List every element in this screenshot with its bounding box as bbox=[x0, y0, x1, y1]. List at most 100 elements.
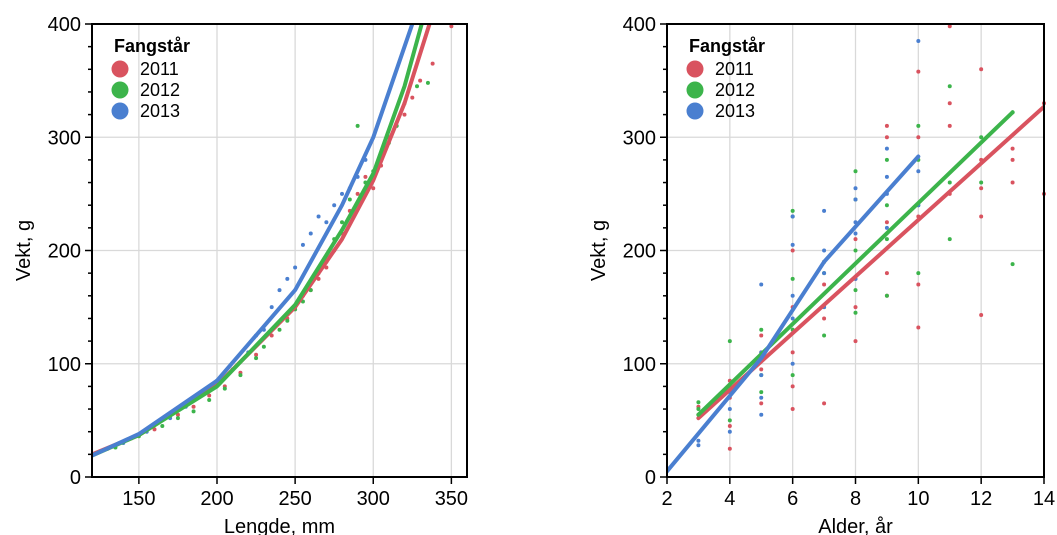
data-point-2011 bbox=[853, 237, 858, 242]
data-point-2013 bbox=[285, 276, 290, 281]
data-point-2011 bbox=[759, 367, 764, 372]
data-point-2012 bbox=[347, 197, 352, 202]
data-point-2013 bbox=[853, 186, 858, 191]
y-tick-label: 0 bbox=[645, 467, 656, 489]
data-point-2012 bbox=[759, 390, 764, 395]
data-point-2012 bbox=[425, 80, 430, 85]
x-tick-label: 350 bbox=[435, 488, 468, 510]
fit-line-2012 bbox=[696, 110, 1015, 417]
y-tick-label: 0 bbox=[70, 467, 81, 489]
data-point-2013 bbox=[884, 174, 889, 179]
data-point-2011 bbox=[727, 424, 732, 429]
data-point-2013 bbox=[316, 214, 321, 219]
data-point-2011 bbox=[727, 446, 732, 451]
data-point-2011 bbox=[790, 248, 795, 253]
data-point-2012 bbox=[822, 333, 827, 338]
data-point-2012 bbox=[947, 84, 952, 89]
data-point-2011 bbox=[152, 427, 157, 432]
data-point-2012 bbox=[916, 271, 921, 276]
data-point-2011 bbox=[1010, 146, 1015, 151]
data-point-2011 bbox=[979, 67, 984, 72]
data-point-2012 bbox=[1010, 262, 1015, 267]
chart-2: 2 4 6 8 10 12 14 0 100 200 300 400 Alder, år Vekt, g F… bbox=[588, 14, 1055, 535]
y-tick-label: 300 bbox=[48, 127, 81, 149]
data-point-2011 bbox=[269, 333, 274, 338]
data-point-2012 bbox=[254, 356, 259, 361]
data-point-2011 bbox=[979, 313, 984, 318]
data-point-2012 bbox=[853, 310, 858, 315]
legend-title: Fangstår bbox=[689, 36, 765, 56]
chart-1: 150 200 250 300 350 0 100 200 300 400 Lengde, mm Ve… bbox=[13, 14, 468, 535]
data-point-2012 bbox=[979, 180, 984, 185]
data-point-2013 bbox=[790, 293, 795, 298]
data-point-2011 bbox=[430, 61, 435, 66]
data-point-2012 bbox=[415, 84, 419, 89]
data-point-2012 bbox=[853, 169, 858, 174]
data-point-2013 bbox=[696, 443, 701, 448]
legend-marker-2011 bbox=[686, 60, 704, 78]
x-axis-label: Lengde, mm bbox=[224, 516, 335, 535]
legend-marker-2012 bbox=[111, 81, 129, 99]
data-point-2013 bbox=[759, 373, 764, 378]
data-point-2012 bbox=[238, 373, 243, 378]
data-point-2011 bbox=[884, 135, 889, 140]
data-point-2013 bbox=[277, 288, 282, 293]
data-point-2012 bbox=[191, 409, 196, 414]
data-point-2012 bbox=[727, 418, 732, 423]
data-point-2011 bbox=[355, 191, 360, 196]
legend-marker-2011 bbox=[111, 60, 129, 78]
data-point-2011 bbox=[916, 69, 921, 74]
data-point-2013 bbox=[790, 214, 795, 219]
legend-marker-2013 bbox=[686, 102, 704, 120]
data-point-2011 bbox=[822, 401, 827, 406]
fit-line-2013 bbox=[92, 24, 415, 458]
data-point-2012 bbox=[947, 237, 952, 242]
data-point-2013 bbox=[696, 438, 701, 443]
data-point-2011 bbox=[947, 123, 952, 128]
data-point-2012 bbox=[916, 123, 921, 128]
data-point-2013 bbox=[790, 361, 795, 366]
legend-label-2011: 2011 bbox=[715, 59, 754, 79]
data-point-2013 bbox=[822, 248, 827, 253]
data-point-2011 bbox=[853, 305, 858, 310]
data-point-2011 bbox=[371, 186, 376, 191]
data-point-2012 bbox=[160, 424, 165, 429]
y-tick-label: 400 bbox=[623, 14, 656, 36]
legend-title: Fangstår bbox=[114, 36, 190, 56]
data-point-2011 bbox=[884, 220, 889, 225]
data-point-2012 bbox=[853, 288, 858, 293]
data-point-2011 bbox=[191, 404, 196, 409]
data-point-2011 bbox=[790, 384, 795, 389]
data-point-2011 bbox=[254, 352, 259, 357]
data-point-2012 bbox=[790, 276, 795, 281]
data-point-2011 bbox=[916, 135, 921, 140]
data-point-2013 bbox=[853, 231, 858, 236]
y-tick-label: 200 bbox=[623, 241, 656, 263]
x-tick-label: 10 bbox=[907, 488, 929, 510]
x-tick-label: 6 bbox=[787, 488, 798, 510]
data-point-2012 bbox=[277, 327, 282, 332]
data-point-2011 bbox=[759, 333, 764, 338]
plot-frame bbox=[666, 23, 1045, 478]
data-point-2011 bbox=[979, 214, 984, 219]
data-point-2012 bbox=[355, 123, 360, 128]
data-point-2012 bbox=[759, 327, 764, 332]
x-tick-label: 300 bbox=[357, 488, 390, 510]
data-point-2013 bbox=[822, 208, 827, 213]
data-point-2013 bbox=[884, 225, 889, 230]
data-point-2013 bbox=[790, 316, 795, 321]
data-point-2013 bbox=[916, 38, 921, 43]
data-point-2013 bbox=[759, 412, 764, 417]
data-point-2013 bbox=[759, 282, 764, 287]
legend-label-2013: 2013 bbox=[140, 101, 180, 121]
data-point-2011 bbox=[759, 401, 764, 406]
y-tick-label: 100 bbox=[48, 354, 81, 376]
data-point-2012 bbox=[696, 407, 701, 412]
y-tick-label: 300 bbox=[623, 127, 656, 149]
y-tick-label: 400 bbox=[48, 14, 81, 36]
data-point-2011 bbox=[1010, 157, 1015, 162]
data-point-2012 bbox=[727, 339, 732, 344]
data-point-2012 bbox=[884, 157, 889, 162]
legend-label-2011: 2011 bbox=[140, 59, 179, 79]
data-point-2012 bbox=[207, 397, 212, 402]
